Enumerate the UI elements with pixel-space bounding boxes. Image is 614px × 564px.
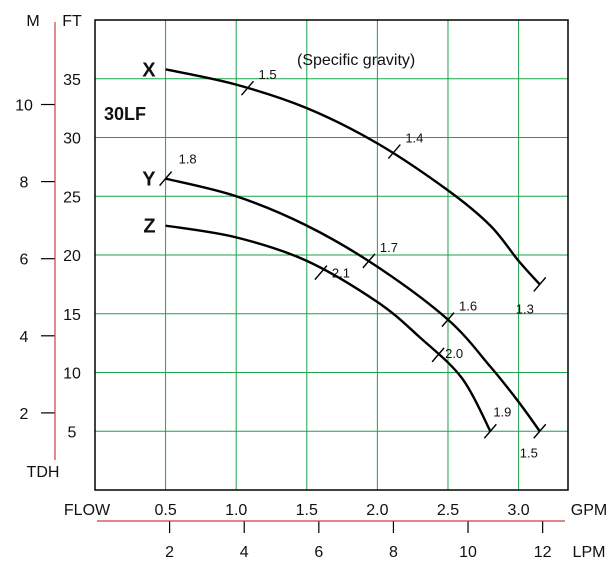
sg-tick-mark [441, 312, 455, 328]
x-axis-title: FLOW [64, 502, 111, 519]
y2-tick-label: 6 [20, 252, 29, 269]
grid [95, 20, 568, 490]
sg-label: 1.6 [459, 299, 477, 314]
series-name-label: X [142, 59, 156, 81]
y-tick-label: 30 [63, 131, 81, 148]
y2-tick-label: 4 [20, 329, 29, 346]
series-name-label: Z [143, 216, 155, 238]
sg-tick-mark [533, 276, 547, 292]
series-name-label: Y [142, 169, 156, 191]
sg-label: 1.8 [179, 152, 197, 167]
y-axis-title: TDH [27, 464, 60, 481]
sg-marks: 1.5 1.4 1.3 1.8 1.7 1.6 1.5 2.1 2.0 1.9 [159, 67, 547, 460]
y-tick-label: 10 [63, 366, 81, 383]
y-unit-label: FT [62, 13, 82, 30]
tick-labels: 0.5 1.0 1.5 2.0 2.5 3.0 5 10 15 20 25 30 35 2 4 6 8 10 12 2… [15, 72, 552, 561]
y-tick-label: 25 [63, 189, 81, 206]
x2-tick-label: 10 [459, 544, 477, 561]
sg-label: 1.3 [516, 301, 534, 316]
x-tick-label: 3.0 [507, 502, 529, 519]
y2-tick-label: 8 [20, 175, 29, 192]
specific-gravity-annotation: (Specific gravity) [297, 52, 415, 69]
curves: X Y Z [142, 59, 541, 432]
x-tick-label: 1.0 [225, 502, 247, 519]
sg-tick-mark [159, 171, 173, 187]
y2-tick-label: 10 [15, 98, 33, 115]
x2-tick-label: 2 [165, 544, 174, 561]
model-label: 30LF [104, 104, 146, 124]
sg-tick-mark [483, 423, 497, 439]
sg-label: 2.1 [332, 266, 350, 281]
x2-tick-label: 4 [240, 544, 249, 561]
plot-frame [94, 19, 569, 491]
series-line-z [165, 224, 492, 432]
x2-unit-label: LPM [573, 544, 606, 561]
series-line-y [165, 177, 541, 432]
sg-tick-mark [362, 253, 376, 269]
x-tick-label: 1.5 [296, 502, 318, 519]
sg-tick-mark [387, 144, 401, 160]
x2-tick-label: 8 [389, 544, 398, 561]
x-tick-label: 2.0 [366, 502, 388, 519]
y-tick-label: 5 [68, 424, 77, 441]
series-line-x [165, 68, 541, 286]
sg-tick-mark [314, 265, 328, 281]
y-tick-label: 20 [63, 248, 81, 265]
x2-tick-label: 12 [534, 544, 552, 561]
sg-label: 1.5 [520, 445, 538, 460]
sg-label: 1.5 [258, 67, 276, 82]
y2-tick-label: 2 [20, 406, 29, 423]
sg-tick-mark [431, 347, 445, 363]
y2-unit-label: M [26, 13, 39, 30]
sg-tick-mark [240, 80, 255, 96]
x-tick-label: 0.5 [154, 502, 176, 519]
sg-label: 1.9 [493, 404, 511, 419]
sg-tick-mark [533, 423, 547, 439]
x2-tick-label: 6 [314, 544, 323, 561]
sg-label: 1.7 [380, 240, 398, 255]
y-tick-label: 15 [63, 307, 81, 324]
y-tick-label: 35 [63, 72, 81, 89]
x-unit-label: GPM [571, 502, 607, 519]
sg-label: 1.4 [405, 131, 423, 146]
x-tick-label: 2.5 [437, 502, 459, 519]
sg-label: 2.0 [445, 346, 463, 361]
